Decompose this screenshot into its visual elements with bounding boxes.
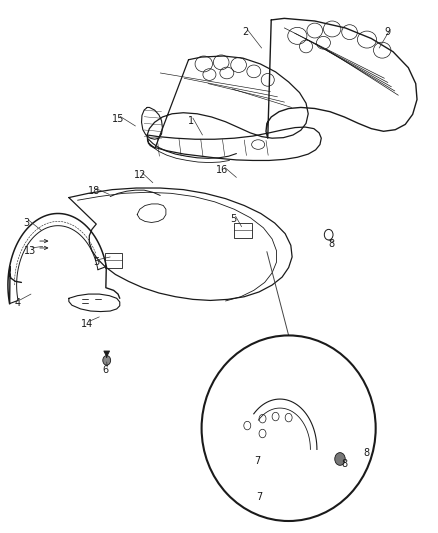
Text: 8: 8 [341, 459, 347, 469]
Text: 7: 7 [256, 492, 262, 502]
Text: 12: 12 [134, 171, 146, 180]
Text: 3: 3 [24, 218, 30, 228]
Ellipse shape [201, 335, 376, 521]
Circle shape [335, 453, 345, 465]
Bar [234, 223, 252, 238]
Circle shape [103, 356, 111, 365]
Text: 18: 18 [88, 186, 100, 196]
Text: 8: 8 [328, 239, 334, 249]
Text: 2: 2 [242, 27, 248, 37]
Text: 5: 5 [93, 257, 99, 267]
Text: 8: 8 [363, 448, 369, 458]
Text: 15: 15 [112, 114, 124, 124]
Text: 4: 4 [15, 297, 21, 308]
Text: 9: 9 [385, 27, 391, 37]
Text: 13: 13 [24, 246, 36, 256]
Text: 7: 7 [254, 456, 261, 466]
Text: 1: 1 [187, 116, 194, 126]
Text: 14: 14 [81, 319, 94, 329]
Bar [105, 253, 122, 268]
Text: 6: 6 [102, 365, 108, 375]
Text: 16: 16 [216, 165, 229, 175]
Text: 5: 5 [230, 214, 237, 224]
